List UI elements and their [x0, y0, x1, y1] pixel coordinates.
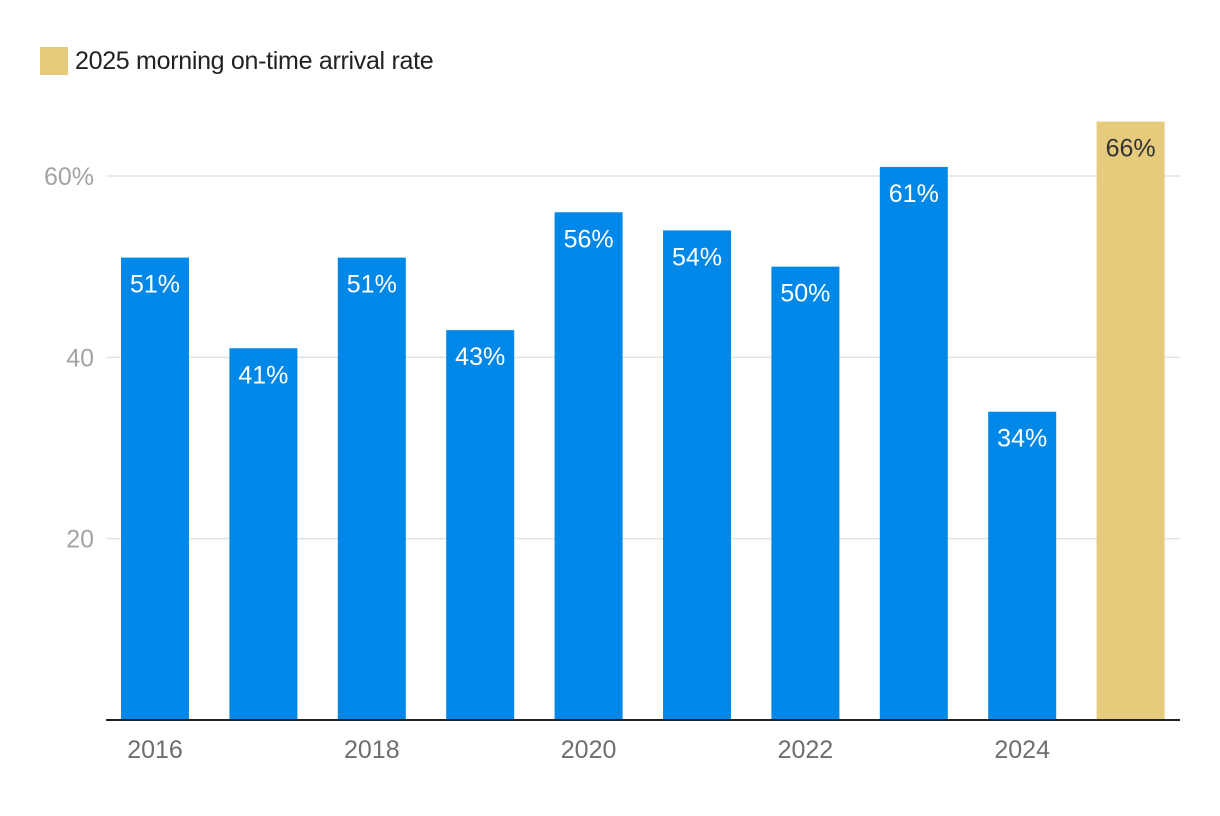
- bar-2019: [446, 330, 515, 720]
- x-tick-label: 2018: [344, 736, 400, 764]
- x-tick-label: 2024: [994, 736, 1050, 764]
- bar-value-label: 66%: [1106, 135, 1156, 163]
- legend-swatch: [40, 47, 68, 75]
- bar-2017: [229, 348, 298, 720]
- bar-value-label: 51%: [130, 271, 180, 299]
- bar-2021: [663, 230, 731, 720]
- bar-2025: [1096, 121, 1165, 721]
- bar-value-label: 50%: [780, 280, 830, 308]
- legend: 2025 morning on-time arrival rate: [40, 46, 434, 76]
- bar-value-label: 41%: [238, 361, 288, 389]
- bar-value-label: 34%: [997, 425, 1047, 453]
- bar-2016: [121, 257, 189, 720]
- bar-value-label: 54%: [672, 243, 722, 271]
- y-axis-ticks: 20 40 60%: [44, 163, 94, 554]
- bar-2018: [337, 257, 406, 720]
- bar-value-label: 61%: [889, 180, 939, 208]
- x-tick-label: 2022: [778, 736, 834, 764]
- legend-label: 2025 morning on-time arrival rate: [75, 46, 434, 75]
- bar-2023: [879, 166, 948, 720]
- bar-value-label: 43%: [455, 343, 505, 371]
- bar-value-label: 56%: [564, 225, 614, 253]
- x-tick-label: 2020: [561, 736, 617, 764]
- bar-2022: [771, 266, 840, 720]
- y-tick-label: 60%: [44, 163, 94, 191]
- y-tick-label: 20: [66, 526, 94, 554]
- x-tick-label: 2016: [127, 736, 183, 764]
- bar-2020: [554, 212, 623, 720]
- bar-value-label: 51%: [347, 271, 397, 299]
- bars: 51% 41% 51% 43% 56% 54% 50% 61% 34% 66%: [121, 121, 1165, 721]
- x-axis-ticks: 2016 2018 2020 2022 2024: [127, 736, 1050, 764]
- bar-2024: [988, 411, 1057, 720]
- y-tick-label: 40: [66, 344, 94, 372]
